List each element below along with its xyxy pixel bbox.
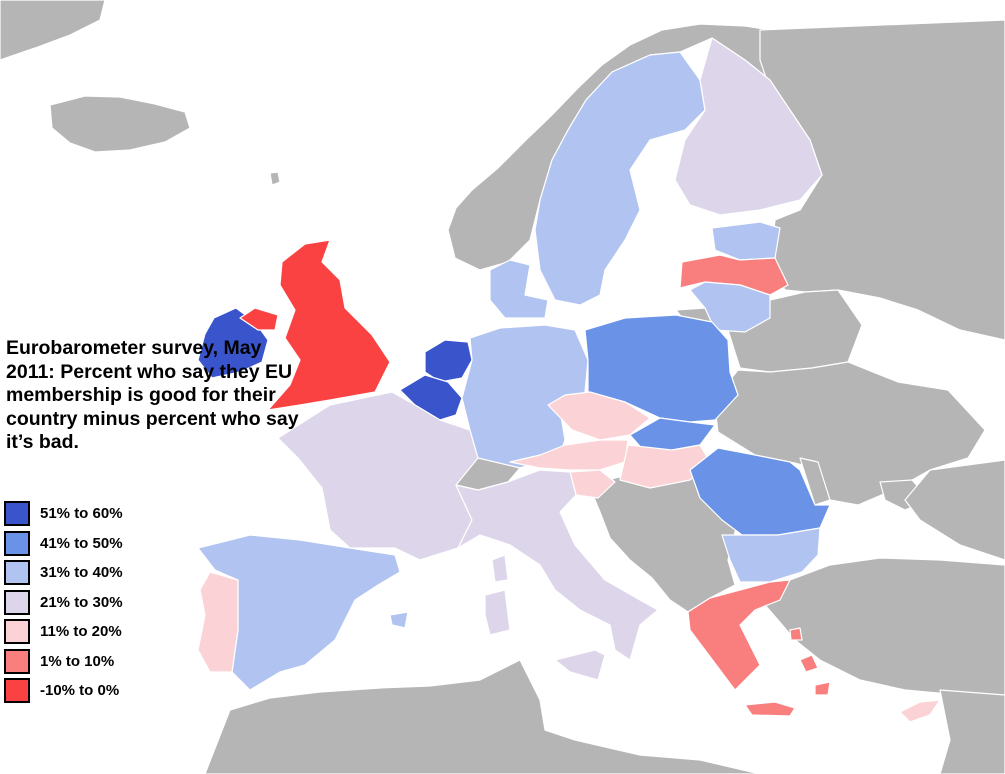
- map-region-latvia: [679, 254, 789, 296]
- ukraine-land: [713, 361, 986, 506]
- map-region-sardinia: [484, 589, 511, 636]
- map-region-sicily: [554, 649, 606, 681]
- map-region-portugal: [197, 571, 239, 673]
- faroe-land: [269, 171, 281, 186]
- map-region-bulgaria: [721, 527, 821, 583]
- map-region-czech-republic: [547, 391, 651, 441]
- legend-swatch: [4, 648, 30, 674]
- legend-item: 21% to 30%: [4, 588, 123, 618]
- greenland-land: [0, 0, 106, 61]
- map-region-greece: [687, 579, 791, 691]
- legend-item: 41% to 50%: [4, 529, 123, 559]
- legend-swatch: [4, 560, 30, 586]
- legend-title: Eurobarometer survey, May 2011: Percent …: [6, 337, 299, 453]
- legend-swatch: [4, 501, 30, 527]
- legend-item: 11% to 20%: [4, 617, 123, 647]
- legend-label: 11% to 20%: [40, 623, 122, 641]
- legend-swatch: [4, 530, 30, 556]
- legend-label: 41% to 50%: [40, 534, 123, 552]
- legend-swatch: [4, 619, 30, 645]
- map-region-romania: [689, 447, 831, 536]
- map-region-netherlands: [424, 339, 473, 383]
- caucasus-land: [904, 459, 1005, 561]
- legend-label: 51% to 60%: [40, 505, 123, 523]
- map-region-crete: [744, 701, 796, 717]
- legend-label: 21% to 30%: [40, 593, 123, 611]
- legend-label: 31% to 40%: [40, 564, 123, 582]
- legend-item: 51% to 60%: [4, 499, 123, 529]
- syria-land: [939, 689, 1005, 774]
- map-region-finland: [674, 37, 823, 216]
- map-region-cyprus: [899, 699, 941, 723]
- map-region-northern-ireland: [239, 307, 279, 331]
- legend-item: 31% to 40%: [4, 558, 123, 588]
- moldova-land: [799, 457, 831, 506]
- map-region-lithuania: [689, 281, 771, 333]
- legend-swatch: [4, 678, 30, 704]
- map-region-aegean-islands: [789, 627, 831, 696]
- legend-item: 1% to 10%: [4, 647, 123, 677]
- map-region-united-kingdom: [267, 239, 391, 411]
- legend-item: -10% to 0%: [4, 676, 123, 706]
- map-region-germany: [461, 324, 589, 469]
- map-region-corsica: [491, 554, 509, 583]
- map-region-denmark: [489, 259, 549, 319]
- legend: 51% to 60% 41% to 50% 31% to 40% 21% to …: [4, 499, 123, 706]
- north-africa-land: [204, 659, 761, 774]
- map-region-mallorca: [389, 611, 409, 629]
- legend-label: 1% to 10%: [40, 652, 115, 670]
- iceland-land: [49, 95, 191, 153]
- legend-label: -10% to 0%: [40, 682, 120, 700]
- map-region-italy: [455, 469, 659, 661]
- map-region-sweden: [534, 51, 706, 306]
- legend-swatch: [4, 589, 30, 615]
